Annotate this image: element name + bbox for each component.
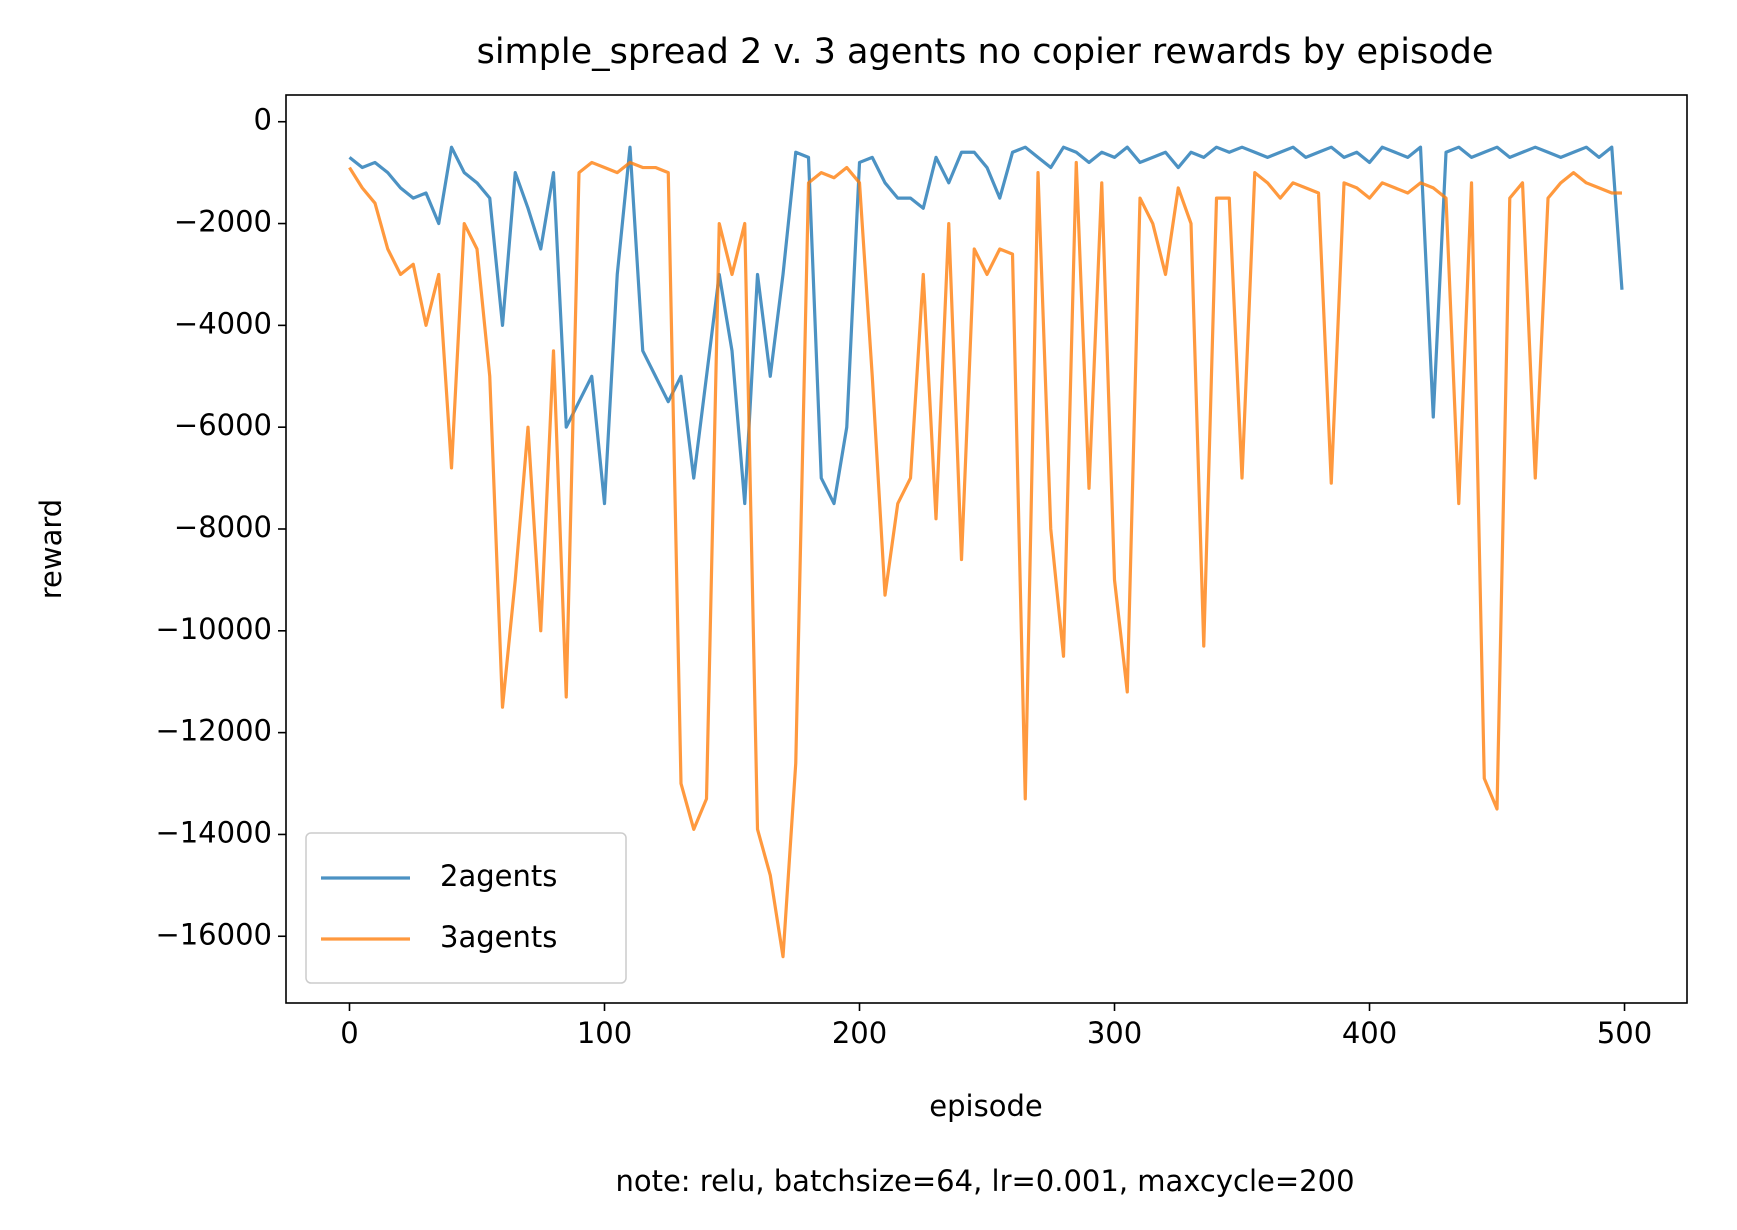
y-tick-label: −8000 — [174, 510, 272, 544]
y-tick-label: 0 — [254, 103, 272, 137]
plot-frame — [285, 94, 1688, 1004]
x-tick-label: 300 — [1087, 1016, 1142, 1050]
x-tick-label: 100 — [577, 1016, 632, 1050]
x-axis-label: episode — [929, 1089, 1042, 1123]
y-axis-label: reward — [34, 499, 68, 599]
y-tick-label: −14000 — [155, 815, 272, 849]
y-tick-label: −6000 — [174, 408, 272, 442]
y-tick-label: −16000 — [155, 917, 272, 951]
y-tick-label: −2000 — [174, 205, 272, 239]
series-line — [348, 145, 1624, 506]
x-tick-label: 0 — [340, 1016, 358, 1050]
legend-label: 3agents — [440, 920, 557, 954]
legend-box — [305, 832, 627, 984]
chart-title: simple_spread 2 v. 3 agents no copier re… — [477, 32, 1494, 72]
note: note: relu, batchsize=64, lr=0.001, maxc… — [615, 1164, 1354, 1198]
y-tick-label: −10000 — [155, 612, 272, 646]
y-tick-label: −12000 — [155, 714, 272, 748]
y-tick-label: −4000 — [174, 306, 272, 340]
x-tick-label: 200 — [832, 1016, 887, 1050]
series-line — [348, 160, 1622, 959]
x-tick-label: 500 — [1597, 1016, 1652, 1050]
x-tick-label: 400 — [1342, 1016, 1397, 1050]
legend-label: 2agents — [440, 859, 557, 893]
